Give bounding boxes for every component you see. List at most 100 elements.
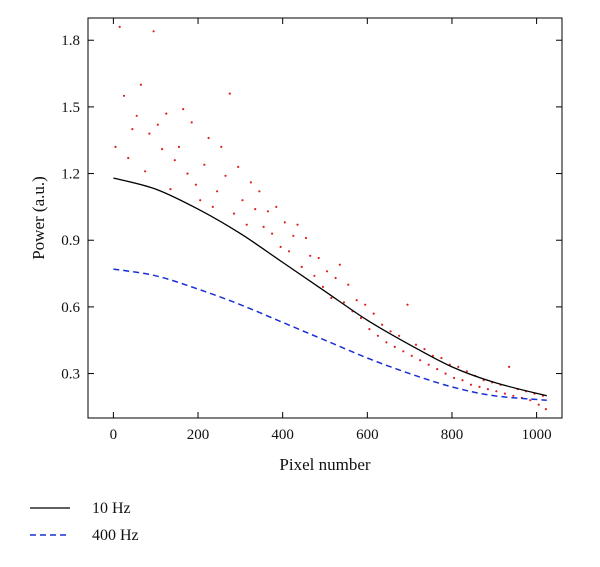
- data-point: [173, 159, 176, 162]
- data-point: [355, 299, 358, 302]
- data-point: [503, 392, 506, 395]
- data-point: [410, 354, 413, 357]
- data-point: [342, 301, 346, 304]
- scatter-layer: [114, 25, 548, 411]
- data-point: [478, 385, 481, 388]
- data-point: [135, 114, 138, 117]
- data-point: [423, 348, 426, 351]
- y-tick-label: 1.2: [61, 167, 80, 183]
- data-point: [190, 121, 193, 124]
- series-line-10hz: [113, 177, 547, 397]
- data-point: [186, 172, 189, 175]
- data-point: [427, 363, 430, 366]
- data-point: [326, 270, 329, 273]
- legend: 10 Hz 400 Hz: [30, 500, 139, 544]
- data-point: [118, 25, 121, 28]
- data-point: [232, 212, 236, 215]
- data-point: [241, 199, 244, 202]
- series-line-400hz: [113, 268, 547, 401]
- x-tick-label: 1000: [522, 427, 552, 443]
- data-point: [436, 368, 439, 371]
- data-point: [139, 83, 142, 86]
- data-point: [313, 274, 316, 277]
- data-point: [537, 403, 540, 406]
- data-point: [207, 136, 210, 140]
- legend-label-10hz: 10 Hz: [92, 500, 131, 517]
- data-point: [338, 263, 341, 266]
- data-point: [359, 316, 363, 320]
- data-point: [182, 108, 185, 111]
- data-point: [389, 330, 392, 333]
- data-point: [216, 190, 219, 193]
- data-point: [512, 394, 515, 397]
- data-point: [465, 370, 468, 373]
- data-point: [529, 399, 532, 402]
- data-point: [228, 92, 231, 95]
- data-point: [152, 30, 155, 33]
- ticks-layer: 0 200 400 600 800 1000 0.3 0.6 0.9 1.2 1.5 1.8: [61, 18, 562, 443]
- y-axis-title: Power (a.u.): [29, 176, 48, 260]
- data-point: [300, 265, 303, 268]
- data-point: [398, 334, 401, 337]
- data-point: [292, 234, 295, 237]
- lines-layer: [113, 177, 547, 401]
- data-point: [266, 210, 269, 213]
- data-point: [469, 383, 473, 386]
- data-point: [245, 223, 248, 226]
- data-point: [122, 94, 126, 97]
- data-point: [508, 365, 511, 368]
- data-point: [406, 303, 409, 306]
- data-point: [220, 145, 223, 148]
- data-point: [544, 408, 548, 411]
- data-point: [237, 165, 240, 168]
- data-point: [372, 312, 375, 315]
- data-point: [177, 145, 181, 148]
- data-point: [275, 205, 278, 208]
- data-point: [156, 123, 159, 126]
- data-point: [347, 283, 350, 286]
- data-point: [414, 343, 418, 346]
- data-point: [444, 372, 447, 375]
- data-point: [148, 132, 151, 135]
- data-point: [402, 350, 405, 353]
- data-point: [283, 221, 286, 224]
- x-tick-label: 400: [271, 427, 294, 443]
- data-point: [364, 303, 367, 306]
- data-point: [393, 345, 396, 348]
- data-point: [486, 388, 489, 391]
- data-point: [330, 296, 333, 300]
- data-point: [165, 112, 168, 115]
- data-point: [457, 365, 460, 368]
- data-point: [317, 256, 320, 260]
- x-tick-label: 0: [110, 427, 118, 443]
- data-point: [249, 181, 252, 184]
- data-point: [309, 254, 312, 257]
- x-tick-label: 200: [187, 427, 210, 443]
- data-point: [211, 205, 214, 208]
- data-point: [287, 250, 291, 253]
- y-tick-label: 1.5: [61, 100, 80, 116]
- data-point: [440, 356, 443, 360]
- data-point: [144, 170, 147, 173]
- x-tick-label: 800: [441, 427, 464, 443]
- x-tick-label: 600: [356, 427, 379, 443]
- data-point: [431, 354, 434, 357]
- data-point: [279, 245, 282, 248]
- data-point: [495, 390, 498, 393]
- y-tick-label: 0.6: [61, 300, 80, 316]
- data-point: [376, 334, 379, 337]
- x-axis-title: Pixel number: [279, 455, 370, 474]
- data-point: [203, 163, 206, 166]
- data-point: [194, 183, 197, 186]
- data-point: [161, 148, 164, 151]
- data-point: [296, 223, 299, 226]
- data-point: [334, 276, 337, 280]
- data-point: [461, 379, 464, 382]
- data-point: [385, 341, 388, 344]
- data-point: [381, 323, 384, 326]
- data-point: [127, 156, 130, 160]
- y-tick-label: 1.8: [61, 33, 80, 49]
- data-point: [304, 236, 308, 240]
- y-tick-label: 0.3: [61, 367, 80, 383]
